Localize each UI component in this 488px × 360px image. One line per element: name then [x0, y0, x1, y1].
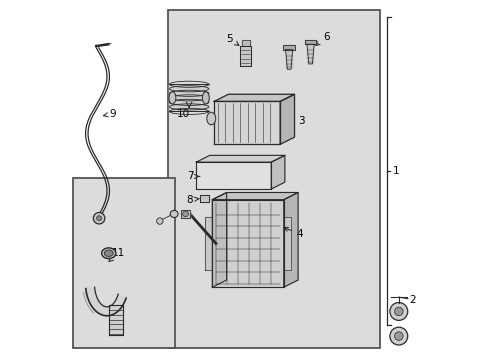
Polygon shape — [214, 94, 294, 102]
Polygon shape — [271, 156, 285, 189]
Circle shape — [389, 327, 407, 345]
Text: 4: 4 — [284, 227, 303, 239]
Polygon shape — [196, 156, 285, 162]
Text: 1: 1 — [391, 166, 398, 176]
Circle shape — [93, 212, 104, 224]
Circle shape — [156, 218, 163, 224]
Circle shape — [394, 307, 402, 316]
Polygon shape — [212, 193, 298, 200]
Ellipse shape — [102, 248, 116, 258]
Text: 11: 11 — [109, 248, 125, 261]
Polygon shape — [214, 102, 280, 144]
Bar — [167, 10, 380, 348]
Ellipse shape — [169, 92, 176, 104]
Circle shape — [394, 332, 402, 341]
Polygon shape — [169, 84, 208, 111]
Text: 6: 6 — [315, 32, 329, 45]
Text: 10: 10 — [177, 109, 190, 119]
Polygon shape — [212, 200, 283, 287]
Polygon shape — [196, 162, 271, 189]
Ellipse shape — [206, 112, 215, 125]
Polygon shape — [181, 210, 189, 218]
Polygon shape — [205, 217, 212, 270]
Polygon shape — [240, 46, 251, 66]
Text: 7: 7 — [187, 171, 200, 181]
Polygon shape — [283, 45, 294, 50]
Polygon shape — [108, 305, 123, 336]
Circle shape — [97, 216, 102, 221]
Circle shape — [183, 211, 188, 217]
Bar — [73, 178, 175, 348]
Text: 3: 3 — [282, 116, 305, 126]
Text: 5: 5 — [226, 34, 239, 45]
Ellipse shape — [170, 210, 178, 217]
Polygon shape — [285, 50, 292, 69]
Polygon shape — [212, 193, 226, 287]
Ellipse shape — [202, 92, 209, 104]
Text: 9: 9 — [103, 109, 115, 119]
Ellipse shape — [104, 250, 113, 256]
Polygon shape — [280, 94, 294, 144]
Polygon shape — [283, 193, 298, 287]
Text: 2: 2 — [408, 295, 415, 305]
Circle shape — [389, 302, 407, 320]
Polygon shape — [304, 40, 316, 44]
Text: 8: 8 — [186, 195, 199, 204]
Polygon shape — [85, 287, 126, 316]
Polygon shape — [200, 195, 208, 202]
Polygon shape — [283, 217, 290, 270]
Polygon shape — [241, 40, 249, 46]
Polygon shape — [306, 44, 313, 64]
